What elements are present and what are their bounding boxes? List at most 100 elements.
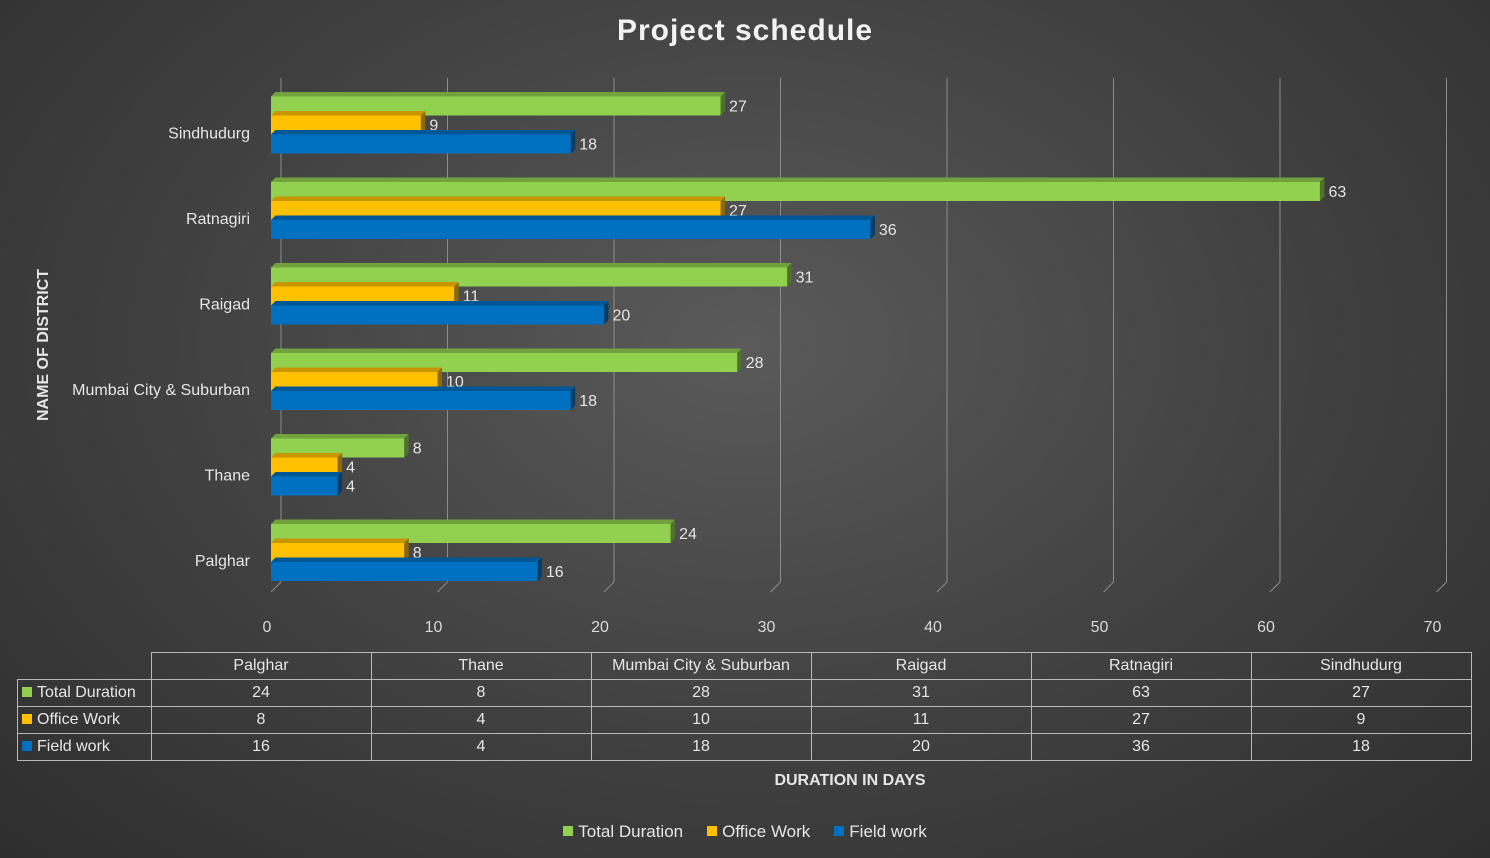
table-cell: 9	[1250, 706, 1472, 734]
table-column-header: Sindhudurg	[1250, 652, 1472, 680]
y-tick-label: Raigad	[199, 297, 250, 314]
bar-top-face	[271, 386, 576, 391]
data-label: 4	[346, 460, 355, 477]
table-row: Office Work 8 4 10 11 27 9	[17, 706, 1472, 734]
table-cell: 8	[370, 679, 592, 707]
bar	[271, 96, 721, 116]
bar	[271, 134, 571, 154]
table-row: Total Duration 24 8 28 31 63 27	[17, 679, 1472, 707]
legend-swatch	[563, 826, 574, 836]
table-cell: 8	[150, 706, 372, 734]
table-cell: 31	[810, 679, 1032, 707]
bar-top-face	[271, 519, 676, 524]
table-cell: 36	[1030, 733, 1252, 761]
table-cell: 20	[810, 733, 1032, 761]
y-tick-label: Mumbai City & Suburban	[72, 382, 250, 399]
bar-top-face	[271, 92, 726, 97]
data-label: 9	[429, 118, 438, 135]
bar-top-face	[271, 111, 426, 116]
legend-swatch	[707, 826, 718, 836]
table-cell: 27	[1250, 679, 1472, 707]
x-tick-label: 70	[1424, 619, 1442, 636]
legend-item: Total Duration	[563, 822, 683, 842]
x-tick-label: 10	[425, 619, 443, 636]
gridline-floor	[1103, 581, 1114, 593]
bar-side-face	[420, 111, 426, 135]
table-header-row: Palghar Thane Mumbai City & Suburban Raigad…	[17, 652, 1472, 680]
bar	[271, 115, 421, 135]
legend-swatch	[834, 826, 845, 836]
gridline-floor	[437, 581, 448, 593]
bar-top-face	[271, 348, 742, 353]
bar-side-face	[737, 348, 742, 372]
x-tick-label: 30	[758, 619, 776, 636]
gridline-floor	[1436, 581, 1447, 593]
table-cell: 4	[370, 706, 592, 734]
data-label: 8	[413, 441, 422, 458]
bar	[271, 476, 338, 496]
y-tick-label: Thane	[205, 468, 250, 485]
y-tick-label: Palghar	[195, 553, 251, 570]
bar-top-face	[271, 130, 576, 135]
bar	[271, 524, 671, 543]
bar-side-face	[437, 367, 442, 391]
bar	[271, 267, 788, 287]
data-label: 36	[879, 222, 897, 239]
data-label: 31	[796, 270, 814, 287]
bar	[271, 438, 405, 458]
table-corner	[17, 652, 152, 680]
y-tick-label: Ratnagiri	[186, 211, 250, 228]
bar-top-face	[271, 301, 609, 306]
bar	[271, 201, 721, 220]
bar-top-face	[271, 472, 343, 477]
data-label: 63	[1328, 184, 1346, 201]
series-swatch	[22, 686, 32, 697]
y-tick-label: Sindhudurg	[168, 126, 250, 143]
bar-side-face	[404, 538, 409, 562]
bar-side-face	[337, 472, 343, 496]
gridline-floor	[1269, 581, 1281, 593]
x-tick-label: 60	[1257, 619, 1275, 636]
gridline-floor	[270, 581, 282, 593]
bar	[271, 372, 438, 391]
table-cell: 27	[1030, 706, 1252, 734]
bar-side-face	[604, 301, 609, 325]
table-cell: 10	[590, 706, 812, 734]
bar	[271, 182, 1320, 201]
data-label: 16	[546, 564, 564, 581]
bar-side-face	[404, 434, 409, 458]
bar-top-face	[271, 263, 792, 268]
bar-side-face	[720, 196, 726, 220]
bar-top-face	[271, 453, 343, 458]
table-body: Total Duration 24 8 28 31 63 27 Office Work 8 4 10…	[17, 679, 1472, 761]
legend-item: Office Work	[707, 822, 810, 842]
table-cell: 24	[150, 679, 372, 707]
gridline-floor	[603, 581, 615, 593]
chart-title: Project schedule	[616, 14, 874, 47]
bar	[271, 457, 338, 477]
plot-area: 0 10 20 30 40 50 60 70 Palghar 24 8 16 Thane 8 4 4 Mumba…	[72, 78, 1447, 636]
bar-side-face	[720, 92, 726, 116]
table-cell: 16	[150, 733, 372, 761]
x-tick-label: 0	[263, 619, 272, 636]
bar-side-face	[870, 215, 875, 239]
bar	[271, 305, 604, 325]
series-swatch	[22, 713, 32, 724]
x-tick-label: 20	[591, 619, 609, 636]
x-tick-label: 40	[924, 619, 942, 636]
bar-top-face	[271, 282, 459, 287]
legend-item: Field work	[834, 822, 927, 842]
bar-top-face	[271, 177, 1325, 182]
bar-top-face	[271, 557, 542, 562]
bar-top-face	[271, 367, 442, 372]
x-tick-label: 50	[1091, 619, 1109, 636]
bar-top-face	[271, 434, 409, 439]
data-label: 27	[729, 99, 747, 116]
table-cell: 11	[810, 706, 1032, 734]
bar-side-face	[670, 519, 676, 543]
legend-label: Field work	[849, 822, 927, 841]
series-swatch	[22, 740, 32, 751]
table-series-name: Office Work	[17, 706, 152, 734]
table-column-header: Palghar	[150, 652, 372, 680]
x-axis-title: DURATION IN DAYS	[774, 772, 926, 789]
